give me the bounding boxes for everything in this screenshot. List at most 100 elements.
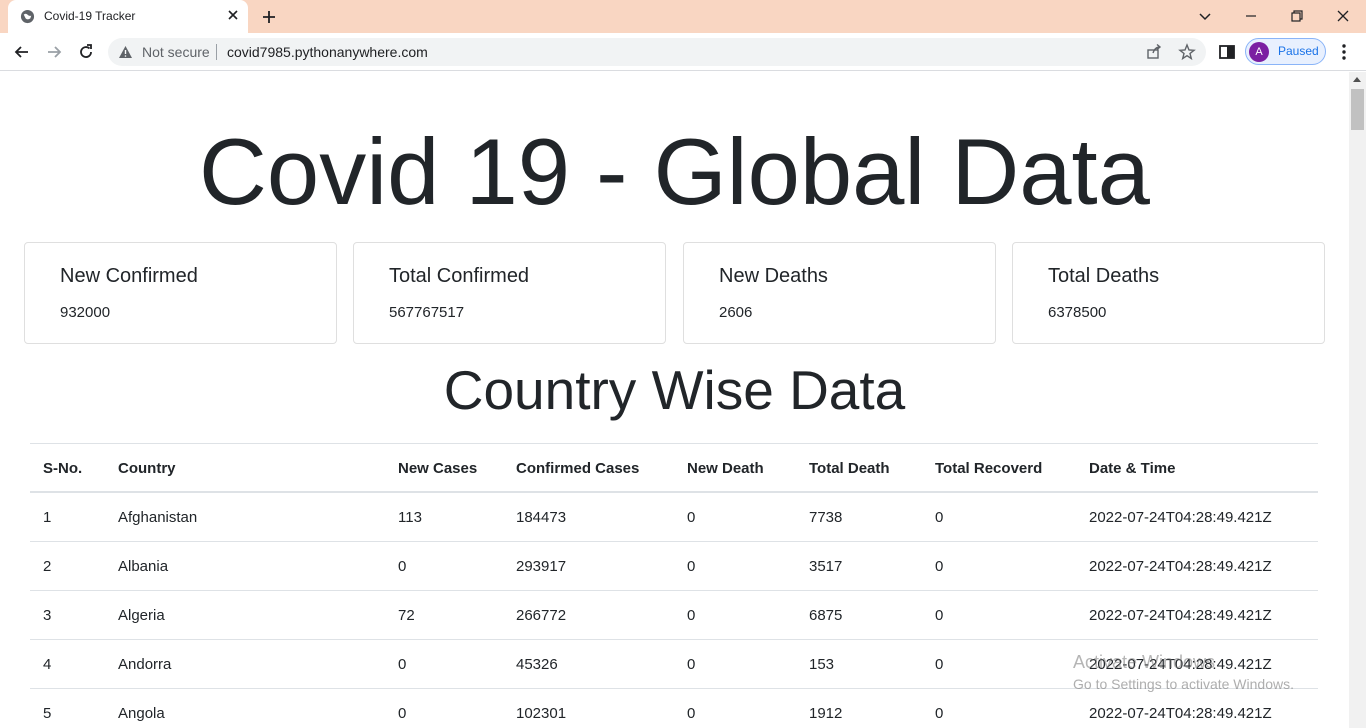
table-row: 2 Albania 0 293917 0 3517 0 2022-07-24T0…	[30, 542, 1318, 591]
new-tab-icon[interactable]	[259, 7, 279, 27]
cell-country: Andorra	[118, 656, 172, 673]
header-total-death: Total Death	[809, 460, 890, 477]
cell-total-recovered: 0	[935, 509, 944, 526]
cell-sno: 1	[43, 509, 52, 526]
cell-date-time: 2022-07-24T04:28:49.421Z	[1089, 558, 1272, 575]
tab-title: Covid-19 Tracker	[44, 9, 136, 23]
table-row: 3 Algeria 72 266772 0 6875 0 2022-07-24T…	[30, 591, 1318, 640]
activation-watermark-title: Activate Windows	[1073, 652, 1216, 672]
cell-total-death: 3517	[809, 558, 843, 575]
cell-new-death: 0	[687, 705, 696, 722]
header-new-death: New Death	[687, 460, 764, 477]
card-title: Total Confirmed	[389, 265, 530, 287]
warning-icon[interactable]	[118, 45, 133, 59]
country-table: S-No. Country New Cases Confirmed Cases …	[30, 443, 1318, 728]
avatar: A	[1249, 42, 1269, 62]
header-sno: S-No.	[43, 460, 83, 477]
table-header-row: S-No. Country New Cases Confirmed Cases …	[30, 443, 1318, 493]
profile-status: Paused	[1278, 44, 1319, 58]
restore-icon[interactable]	[1287, 6, 1307, 26]
cell-new-death: 0	[687, 607, 696, 624]
cell-date-time: 2022-07-24T04:28:49.421Z	[1089, 656, 1272, 673]
globe-icon	[20, 9, 35, 24]
header-new-cases: New Cases	[398, 460, 478, 477]
card-value: 567767517	[389, 304, 465, 321]
header-total-recovered: Total Recoverd	[935, 460, 1043, 477]
star-icon[interactable]	[1178, 43, 1196, 61]
header-date-time: Date & Time	[1089, 460, 1176, 477]
card-value: 6378500	[1048, 304, 1107, 321]
close-icon[interactable]	[224, 6, 242, 24]
security-label[interactable]: Not secure	[142, 44, 210, 60]
header-country: Country	[118, 460, 176, 477]
forward-arrow-icon[interactable]	[44, 42, 64, 62]
cell-sno: 5	[43, 705, 52, 722]
page-title: Covid 19 - Global Data	[199, 119, 1150, 224]
cell-new-death: 0	[687, 656, 696, 673]
cell-sno: 3	[43, 607, 52, 624]
cell-country: Angola	[118, 705, 165, 722]
cell-sno: 2	[43, 558, 52, 575]
cell-total-recovered: 0	[935, 705, 944, 722]
cell-country: Algeria	[118, 607, 165, 624]
cell-country: Albania	[118, 558, 169, 575]
table-row: 4 Andorra 0 45326 0 153 0 2022-07-24T04:…	[30, 640, 1318, 689]
address-bar[interactable]: Not secure covid7985.pythonanywhere.com	[108, 38, 1206, 66]
stat-card-new-confirmed: New Confirmed 932000	[24, 242, 337, 344]
share-icon[interactable]	[1145, 43, 1163, 61]
stat-card-total-confirmed: Total Confirmed 567767517	[353, 242, 666, 344]
cell-new-cases: 0	[398, 558, 407, 575]
cell-new-cases: 0	[398, 705, 407, 722]
card-title: New Confirmed	[60, 265, 198, 287]
table-row: 1 Afghanistan 113 184473 0 7738 0 2022-0…	[30, 493, 1318, 542]
card-value: 932000	[60, 304, 111, 321]
scroll-up-icon[interactable]	[1353, 77, 1361, 82]
cell-total-death: 6875	[809, 607, 843, 624]
cell-total-death: 153	[809, 656, 835, 673]
cell-new-cases: 113	[398, 509, 422, 526]
cell-country: Afghanistan	[118, 509, 198, 526]
cell-date-time: 2022-07-24T04:28:49.421Z	[1089, 705, 1272, 722]
cell-date-time: 2022-07-24T04:28:49.421Z	[1089, 509, 1272, 526]
chevron-down-icon[interactable]	[1195, 6, 1215, 26]
cell-new-cases: 72	[398, 607, 415, 624]
card-value: 2606	[719, 304, 753, 321]
divider	[216, 44, 217, 60]
cell-total-recovered: 0	[935, 656, 944, 673]
url-text[interactable]: covid7985.pythonanywhere.com	[227, 44, 428, 60]
vertical-scrollbar[interactable]	[1349, 72, 1366, 728]
cell-total-recovered: 0	[935, 607, 944, 624]
cell-confirmed-cases: 293917	[516, 558, 567, 575]
table-row: 5 Angola 0 102301 0 1912 0 2022-07-24T04…	[30, 689, 1318, 728]
more-menu-icon[interactable]	[1334, 42, 1354, 62]
back-arrow-icon[interactable]	[12, 42, 32, 62]
reload-icon[interactable]	[76, 42, 96, 62]
card-title: New Deaths	[719, 265, 828, 287]
minimize-icon[interactable]	[1241, 6, 1261, 26]
cell-total-recovered: 0	[935, 558, 944, 575]
cell-date-time: 2022-07-24T04:28:49.421Z	[1089, 607, 1272, 624]
browser-tab[interactable]: Covid-19 Tracker	[8, 0, 248, 33]
profile-button[interactable]: A Paused	[1245, 38, 1326, 65]
cell-total-death: 1912	[809, 705, 843, 722]
cell-new-cases: 0	[398, 656, 407, 673]
cell-confirmed-cases: 45326	[516, 656, 558, 673]
card-title: Total Deaths	[1048, 265, 1160, 287]
scroll-thumb[interactable]	[1351, 89, 1364, 130]
cell-total-death: 7738	[809, 509, 843, 526]
cell-confirmed-cases: 184473	[516, 509, 567, 526]
activation-watermark-subtitle: Go to Settings to activate Windows.	[1073, 676, 1294, 692]
stat-card-total-deaths: Total Deaths 6378500	[1012, 242, 1325, 344]
browser-toolbar: Not secure covid7985.pythonanywhere.com …	[0, 33, 1366, 71]
cell-confirmed-cases: 102301	[516, 705, 567, 722]
side-panel-icon[interactable]	[1217, 42, 1237, 62]
header-confirmed-cases: Confirmed Cases	[516, 460, 640, 477]
tab-strip: Covid-19 Tracker	[0, 0, 1366, 33]
cell-new-death: 0	[687, 558, 696, 575]
cell-confirmed-cases: 266772	[516, 607, 567, 624]
cell-sno: 4	[43, 656, 52, 673]
window-close-icon[interactable]	[1333, 6, 1353, 26]
section-title: Country Wise Data	[443, 359, 906, 421]
page-content: Covid 19 - Global Data New Confirmed 932…	[0, 72, 1349, 728]
stat-card-new-deaths: New Deaths 2606	[683, 242, 996, 344]
